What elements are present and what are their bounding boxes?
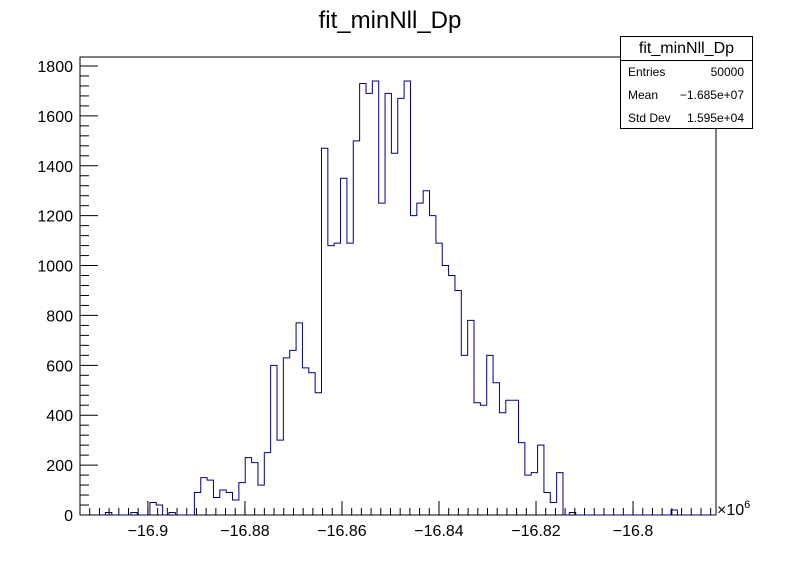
x-tick-label: −16.88 [220,523,269,540]
stats-title: fit_minNll_Dp [621,37,752,61]
stats-label: Std Dev [628,111,671,125]
y-tick-label: 1400 [37,159,73,176]
stats-value: −1.685e+07 [679,88,744,102]
y-tick-label: 200 [46,458,73,475]
y-tick-label: 400 [46,408,73,425]
y-tick-label: 1200 [37,209,73,226]
x-tick-label: −16.86 [317,523,366,540]
y-tick-label: 1600 [37,109,73,126]
stats-value: 50000 [710,65,744,79]
x-axis-multiplier-exponent: 6 [744,499,750,511]
x-tick-label: −16.82 [511,523,560,540]
stats-box: fit_minNll_Dp Entries 50000 Mean −1.685e… [620,36,753,129]
y-tick-label: 600 [46,358,73,375]
histogram-series [80,80,716,516]
y-tick-label: 1800 [37,59,73,76]
stats-row-entries: Entries 50000 [621,61,752,84]
stats-value: 1.595e+04 [686,111,744,125]
x-axis-multiplier-base: ×10 [717,502,744,519]
y-tick-label: 1000 [37,259,73,276]
stats-row-std-dev: Std Dev 1.595e+04 [621,107,752,130]
y-tick-label: 800 [46,308,73,325]
x-tick-label: −16.8 [613,523,654,540]
stats-label: Entries [628,65,666,79]
y-tick-label: 0 [64,508,73,525]
x-tick-label: −16.84 [414,523,463,540]
stats-row-mean: Mean −1.685e+07 [621,84,752,107]
x-tick-label: −16.9 [128,523,169,540]
stats-label: Mean [628,88,659,102]
chart-title: fit_minNll_Dp [319,7,462,34]
y-axis: 0 200 400 600 800 1000 1200 1400 1600 1800 [37,59,98,525]
histogram-line [80,80,716,516]
x-axis: −16.9 −16.88 −16.86 −16.84 −16.82 −16.8 [79,501,712,540]
x-axis-multiplier: ×106 [717,499,750,519]
